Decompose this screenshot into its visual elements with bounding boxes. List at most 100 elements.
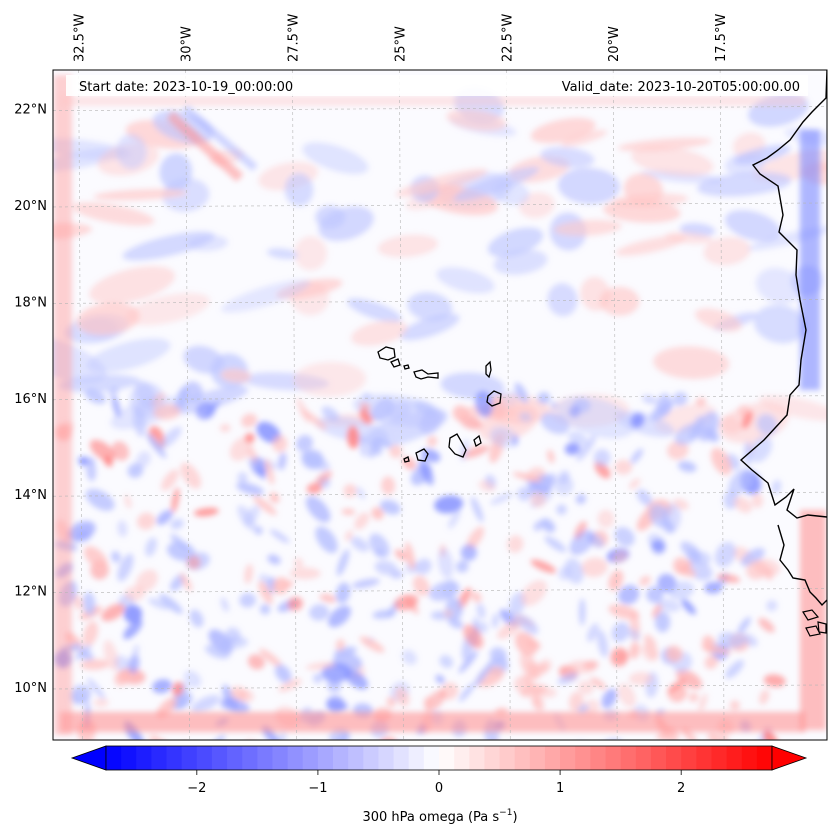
omega-cell — [628, 478, 641, 490]
colorbar-step — [529, 746, 546, 770]
omega-cell — [170, 518, 184, 530]
omega-cell — [128, 654, 140, 674]
colorbar-step — [484, 746, 501, 770]
omega-cell — [287, 596, 303, 611]
omega-patch — [110, 395, 180, 430]
omega-cell — [136, 451, 151, 468]
island-boa-vista — [486, 390, 502, 407]
omega-cell — [259, 603, 271, 615]
omega-cell — [704, 654, 719, 670]
colorbar-step — [211, 746, 228, 770]
omega-cell — [367, 768, 393, 787]
gridlines — [53, 70, 827, 740]
omega-cell — [85, 488, 115, 511]
omega-cell — [437, 548, 454, 579]
island-fogo — [415, 448, 429, 462]
omega-cell — [763, 674, 786, 687]
omega-patch — [302, 142, 369, 175]
omega-cell — [156, 509, 173, 525]
omega-cell — [253, 495, 277, 516]
omega-cell — [306, 482, 323, 494]
colorbar-step — [711, 746, 728, 770]
gridline-lon-2 — [292, 70, 297, 740]
island-maio — [473, 434, 482, 447]
omega-cell — [463, 624, 484, 649]
omega-cell — [183, 381, 203, 403]
omega-patch — [284, 173, 314, 207]
omega-cell — [315, 470, 333, 485]
omega-cell — [135, 569, 158, 593]
omega-cell — [478, 480, 496, 492]
omega-cell — [193, 507, 219, 517]
omega-cell — [452, 405, 469, 422]
colorbar-step — [272, 746, 289, 770]
lon-tick-label-5: 20°W — [607, 26, 622, 62]
omega-cell — [719, 415, 742, 435]
omega-cell — [434, 495, 464, 514]
omega-patch — [220, 368, 252, 383]
omega-patch — [560, 130, 608, 147]
start-date-label: Start date: 2023-10-19_00:00:00 — [79, 80, 293, 95]
omega-cell — [612, 550, 628, 564]
omega-cell — [239, 592, 256, 608]
gridline-lon-4 — [505, 70, 511, 740]
omega-cell — [205, 644, 230, 659]
colorbar-steps — [106, 746, 773, 770]
omega-patch — [293, 361, 367, 397]
omega-patch — [725, 210, 781, 242]
omega-cell — [614, 459, 633, 475]
omega-cell — [460, 544, 477, 561]
omega-cell — [617, 683, 636, 708]
omega-cell — [111, 551, 121, 563]
colorbar-label: 300 hPa omega (Pa s−1) — [362, 808, 517, 825]
omega-cell — [567, 660, 597, 674]
omega-patch — [440, 372, 505, 400]
omega-cell — [374, 560, 398, 576]
omega-cell — [124, 586, 145, 602]
omega-cell — [710, 447, 732, 476]
omega-cell — [667, 440, 689, 460]
colorbar-tick-label-2: 0 — [435, 781, 443, 796]
omega-cell — [568, 431, 587, 445]
gridline-lon-6 — [719, 70, 725, 740]
colorbar-label-superscript: −1 — [499, 808, 512, 818]
omega-patch — [318, 206, 374, 241]
omega-cell — [273, 731, 287, 740]
omega-cell — [423, 696, 434, 708]
omega-cell — [514, 382, 529, 403]
omega-cell — [83, 591, 96, 616]
omega-cell — [321, 406, 339, 421]
omega-patch — [89, 266, 175, 304]
omega-cell — [714, 541, 736, 568]
omega-cell — [740, 548, 765, 567]
omega-cell — [103, 455, 113, 467]
omega-cell — [564, 442, 581, 455]
omega-patch — [58, 374, 140, 393]
omega-cell — [568, 405, 581, 418]
colorbar-step — [681, 746, 697, 770]
omega-cell — [701, 645, 732, 654]
omega-cell — [597, 509, 615, 528]
colorbar-step — [302, 746, 319, 770]
colorbar-step — [696, 746, 712, 770]
omega-cell — [718, 632, 745, 649]
omega-cell — [153, 404, 181, 420]
omega-cell — [471, 591, 482, 603]
omega-cell — [117, 553, 134, 582]
lon-tick-label-6: 17.5°W — [714, 14, 729, 62]
colorbar-tick-label-3: 1 — [556, 781, 564, 796]
omega-cell — [611, 622, 630, 642]
omega-cell — [652, 604, 662, 619]
colorbar-step — [393, 746, 410, 770]
omega-cell — [448, 509, 461, 529]
colorbar-step — [620, 746, 637, 770]
omega-cell — [343, 484, 357, 498]
omega-patch — [758, 395, 827, 421]
omega-cell — [404, 542, 415, 570]
omega-patch — [653, 346, 730, 380]
omega-cell — [259, 574, 273, 585]
island-santa-luzia — [403, 364, 410, 370]
omega-cell — [148, 598, 170, 610]
omega-patch — [755, 267, 802, 305]
omega-cell — [171, 487, 180, 513]
